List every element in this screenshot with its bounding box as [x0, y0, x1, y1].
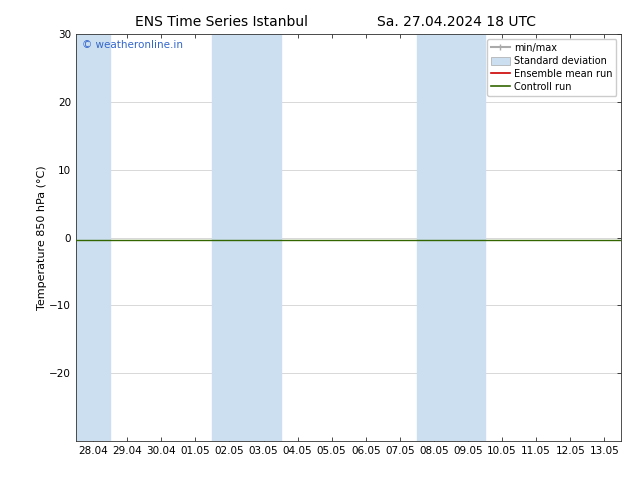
Legend: min/max, Standard deviation, Ensemble mean run, Controll run: min/max, Standard deviation, Ensemble me…	[487, 39, 616, 96]
Y-axis label: Temperature 850 hPa (°C): Temperature 850 hPa (°C)	[37, 165, 46, 310]
Text: ENS Time Series Istanbul: ENS Time Series Istanbul	[136, 15, 308, 29]
Bar	[76, 34, 110, 441]
Text: © weatheronline.in: © weatheronline.in	[82, 40, 183, 50]
Text: Sa. 27.04.2024 18 UTC: Sa. 27.04.2024 18 UTC	[377, 15, 536, 29]
Bar	[212, 34, 280, 441]
Bar	[417, 34, 485, 441]
